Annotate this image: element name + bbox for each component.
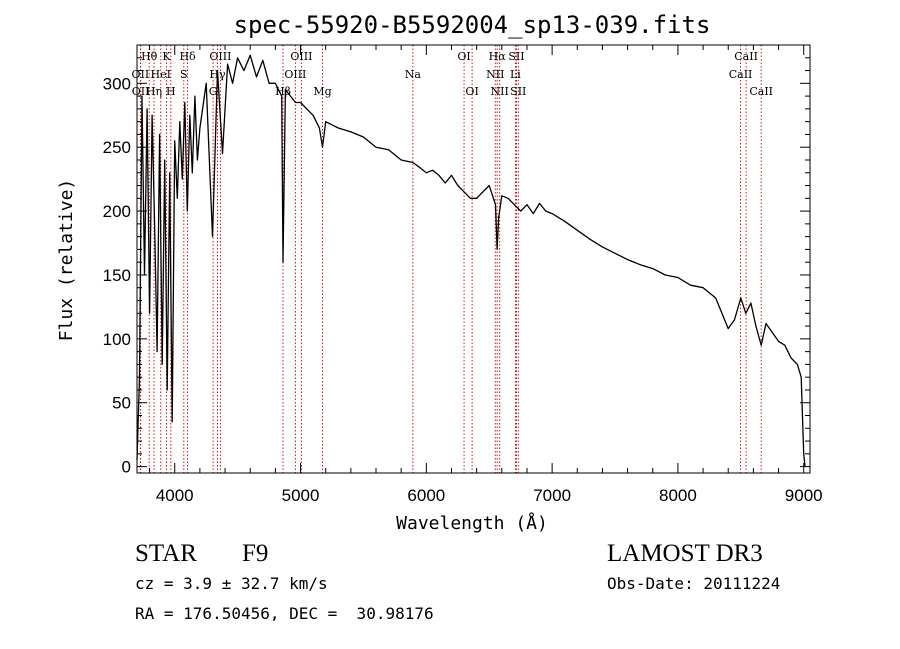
sky-coordinates: RA = 176.50456, DEC = 30.98176 <box>135 604 434 623</box>
y-tick-label-2: 100 <box>103 330 131 349</box>
line-label-22: Hβ <box>275 85 291 98</box>
line-label-8: CaII <box>734 50 758 63</box>
line-label-27: CaII <box>749 85 773 98</box>
line-label-7: SII <box>508 50 524 63</box>
line-label-13: OIII <box>284 68 306 81</box>
line-label-25: NII <box>491 85 509 98</box>
x-axis: 4000 5000 6000 7000 8000 9000 <box>149 45 823 505</box>
line-label-26: SII <box>510 85 526 98</box>
line-label-18: OII <box>132 85 150 98</box>
line-label-16: Li <box>510 68 521 81</box>
y-tick-label-0: 0 <box>122 458 131 477</box>
line-label-20: H <box>166 85 176 98</box>
x-axis-label: Wavelength (Å) <box>396 512 548 534</box>
line-label-9: OII <box>132 68 150 81</box>
line-label-15: NII <box>486 68 504 81</box>
y-tick-label-4: 200 <box>103 202 131 221</box>
line-label-3: OIII <box>209 50 231 63</box>
observation-date: Obs-Date: 20111224 <box>607 574 781 593</box>
line-label-21: G <box>209 85 218 98</box>
line-label-1: K <box>162 50 171 63</box>
object-subclass: F9 <box>242 540 269 567</box>
x-tick-label-2: 6000 <box>407 486 445 505</box>
chart-title: spec-55920-B5592004_sp13-039.fits <box>234 11 711 39</box>
line-label-17: CaII <box>729 68 753 81</box>
line-label-4: OIII <box>290 50 312 63</box>
line-label-2: Hδ <box>179 50 196 63</box>
y-tick-label-6: 300 <box>103 74 131 93</box>
line-label-19: Hη <box>146 85 162 98</box>
x-tick-label-3: 7000 <box>533 486 571 505</box>
line-label-0: Hθ <box>141 50 158 63</box>
object-class: STAR <box>135 540 197 567</box>
y-tick-label-1: 50 <box>112 394 131 413</box>
line-label-5: OI <box>457 50 470 63</box>
spectrum-series-line <box>136 54 806 467</box>
line-label-14: Na <box>405 68 422 81</box>
x-tick-label-5: 9000 <box>785 486 823 505</box>
y-tick-label-3: 150 <box>103 266 131 285</box>
spectrum-chart: spec-55920-B5592004_sp13-039.fits Hθ K Hδ O… <box>56 11 823 534</box>
x-tick-label-0: 4000 <box>156 486 194 505</box>
redshift-velocity: cz = 3.9 ± 32.7 km/s <box>135 574 328 593</box>
plot-frame <box>136 44 811 474</box>
line-label-10: HeI <box>151 68 171 81</box>
survey-name: LAMOST DR3 <box>607 540 763 567</box>
y-tick-label-5: 250 <box>103 138 131 157</box>
x-tick-label-4: 8000 <box>659 486 697 505</box>
line-label-23: Mg <box>313 85 331 98</box>
y-axis: 0 50 100 150 200 250 300 <box>103 57 810 477</box>
line-label-11: S <box>180 68 188 81</box>
emission-line-markers <box>139 45 762 473</box>
y-axis-label: Flux (relative) <box>56 179 77 342</box>
x-tick-label-1: 5000 <box>282 486 320 505</box>
line-label-6: Hα <box>489 50 507 63</box>
line-label-24: OI <box>465 85 478 98</box>
